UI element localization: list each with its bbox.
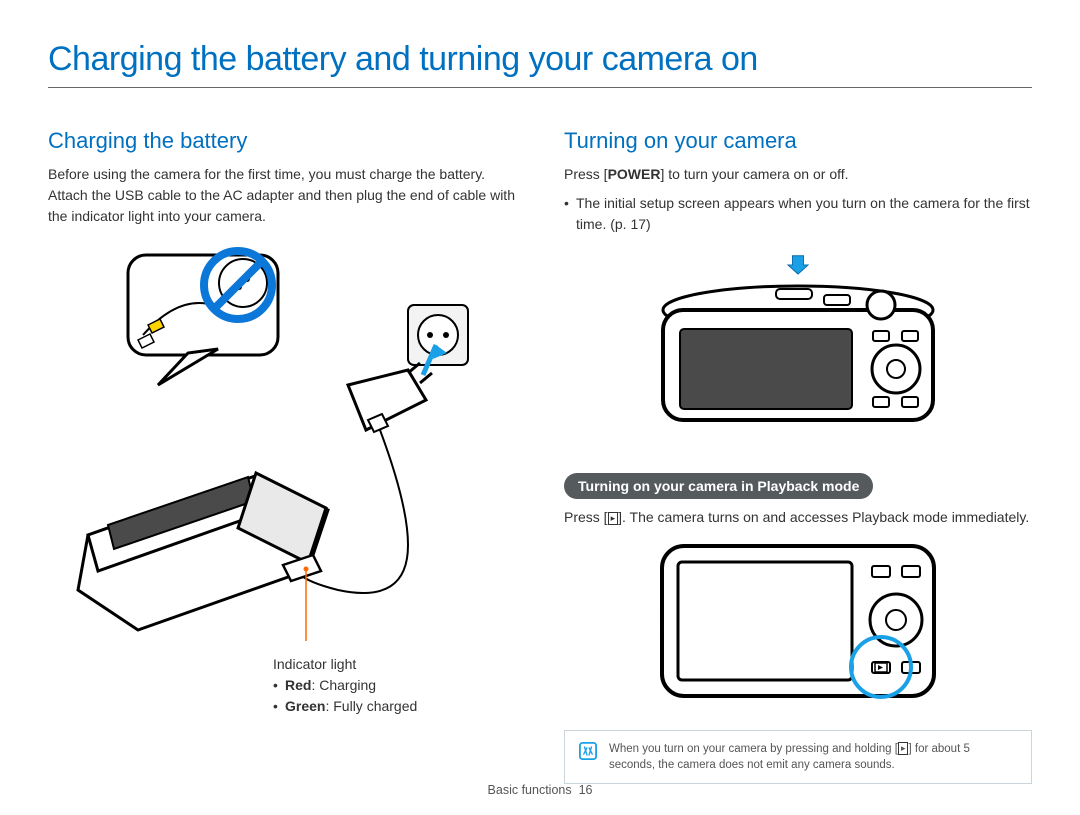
charging-figure xyxy=(48,245,516,650)
playback-mode-pill: Turning on your camera in Playback mode xyxy=(564,473,873,499)
note-box: When you turn on your camera by pressing… xyxy=(564,730,1032,784)
camera-top-view-figure xyxy=(564,253,1032,445)
power-arrow-icon xyxy=(787,253,809,275)
do-not-use-av-cable-bubble xyxy=(128,251,278,385)
playback-icon: ▸ xyxy=(898,742,909,755)
note-info-icon xyxy=(579,742,597,760)
playback-icon: ▸ xyxy=(608,512,619,525)
camera-charging-icon xyxy=(78,473,328,630)
page-title: Charging the battery and turning your ca… xyxy=(48,40,1032,88)
note-text: When you turn on your camera by pressing… xyxy=(609,741,1017,773)
charging-paragraph: Before using the camera for the first ti… xyxy=(48,164,516,227)
playback-instruction: Press [▸]. The camera turns on and acces… xyxy=(564,507,1032,528)
indicator-callout-dot xyxy=(304,567,309,572)
left-column: Charging the battery Before using the ca… xyxy=(48,128,516,784)
two-column-layout: Charging the battery Before using the ca… xyxy=(48,128,1032,784)
camera-back-playback-figure xyxy=(564,536,1032,716)
initial-setup-bullet: The initial setup screen appears when yo… xyxy=(564,193,1032,235)
ac-adapter-icon xyxy=(348,363,432,432)
right-column: Turning on your camera Press [POWER] to … xyxy=(564,128,1032,784)
indicator-green-item: Green: Fully charged xyxy=(273,696,516,717)
indicator-red-item: Red: Charging xyxy=(273,675,516,696)
indicator-light-label: Indicator light xyxy=(273,654,516,675)
charging-heading: Charging the battery xyxy=(48,128,516,154)
page-footer: Basic functions 16 xyxy=(0,783,1080,797)
indicator-light-legend: Indicator light Red: Charging Green: Ful… xyxy=(48,654,516,717)
turning-on-heading: Turning on your camera xyxy=(564,128,1032,154)
power-instruction: Press [POWER] to turn your camera on or … xyxy=(564,164,1032,185)
